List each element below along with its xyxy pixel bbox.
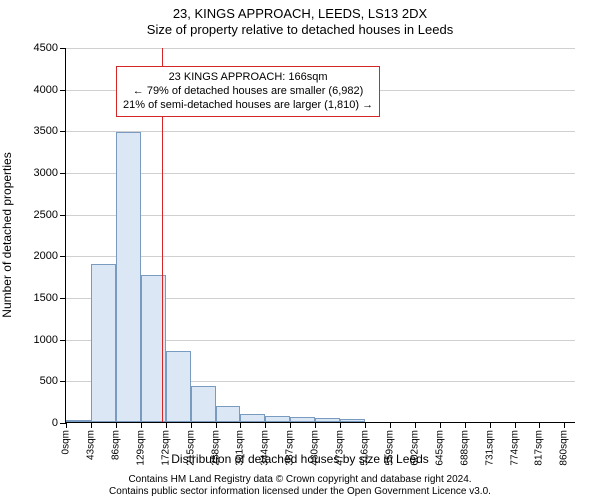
x-tick — [116, 422, 117, 428]
title-block: 23, KINGS APPROACH, LEEDS, LS13 2DX Size… — [0, 0, 600, 37]
y-tick-label: 3000 — [34, 167, 66, 179]
y-tick-label: 3500 — [34, 125, 66, 137]
annotation-line-3: 21% of semi-detached houses are larger (… — [123, 99, 373, 113]
histogram-bar — [216, 406, 241, 422]
x-tick — [515, 422, 516, 428]
histogram-bar — [265, 416, 290, 422]
y-tick-label: 500 — [40, 375, 66, 387]
histogram-bar — [315, 418, 340, 422]
footer: Contains HM Land Registry data © Crown c… — [0, 474, 600, 498]
plot-area: 0500100015002000250030003500400045000sqm… — [65, 48, 575, 423]
footer-line-1: Contains HM Land Registry data © Crown c… — [0, 474, 600, 486]
x-tick — [216, 422, 217, 428]
histogram-bar — [166, 351, 191, 422]
y-tick-label: 2500 — [34, 209, 66, 221]
x-axis-label: Distribution of detached houses by size … — [0, 452, 600, 466]
x-tick — [166, 422, 167, 428]
x-tick — [265, 422, 266, 428]
y-tick-label: 1000 — [34, 334, 66, 346]
x-tick — [465, 422, 466, 428]
x-tick — [490, 422, 491, 428]
gridline — [66, 256, 575, 257]
x-tick — [290, 422, 291, 428]
x-tick — [240, 422, 241, 428]
title-line-1: 23, KINGS APPROACH, LEEDS, LS13 2DX — [0, 6, 600, 22]
x-tick — [415, 422, 416, 428]
gridline — [66, 131, 575, 132]
histogram-bar — [240, 414, 265, 422]
gridline — [66, 173, 575, 174]
x-tick — [91, 422, 92, 428]
y-axis-label: Number of detached properties — [0, 152, 14, 317]
y-tick-label: 0 — [52, 417, 66, 429]
chart-wrap: 0500100015002000250030003500400045000sqm… — [65, 48, 575, 423]
x-tick — [315, 422, 316, 428]
y-tick-label: 4500 — [34, 42, 66, 54]
annotation-line-1: 23 KINGS APPROACH: 166sqm — [123, 71, 373, 85]
x-tick — [340, 422, 341, 428]
histogram-bar — [91, 264, 116, 422]
footer-line-2: Contains public sector information licen… — [0, 486, 600, 498]
x-tick — [66, 422, 67, 428]
title-line-2: Size of property relative to detached ho… — [0, 22, 600, 38]
histogram-bar — [116, 132, 141, 422]
x-tick — [390, 422, 391, 428]
x-tick — [564, 422, 565, 428]
x-tick-label: 0sqm — [61, 430, 72, 454]
y-tick-label: 1500 — [34, 292, 66, 304]
annotation-line-2: ← 79% of detached houses are smaller (6,… — [123, 85, 373, 99]
annotation-box: 23 KINGS APPROACH: 166sqm ← 79% of detac… — [116, 66, 380, 117]
y-tick-label: 4000 — [34, 84, 66, 96]
histogram-bar — [340, 419, 365, 422]
x-tick — [191, 422, 192, 428]
gridline — [66, 215, 575, 216]
x-tick — [440, 422, 441, 428]
histogram-bar — [66, 420, 91, 422]
histogram-bar — [191, 386, 216, 422]
gridline — [66, 48, 575, 49]
chart-container: 23, KINGS APPROACH, LEEDS, LS13 2DX Size… — [0, 0, 600, 500]
x-tick — [539, 422, 540, 428]
histogram-bar — [290, 417, 315, 422]
x-tick — [141, 422, 142, 428]
y-tick-label: 2000 — [34, 250, 66, 262]
x-tick — [365, 422, 366, 428]
